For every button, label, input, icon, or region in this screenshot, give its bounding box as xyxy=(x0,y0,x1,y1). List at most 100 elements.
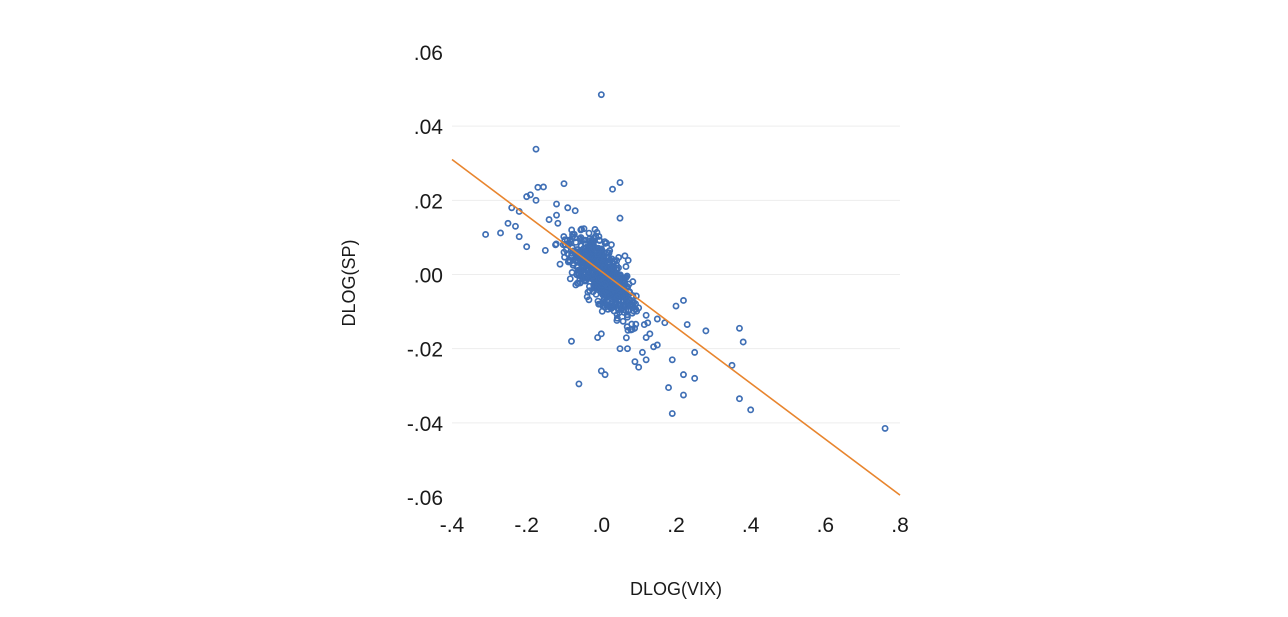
scatter-point xyxy=(736,324,743,332)
scatter-point xyxy=(614,279,622,287)
scatter-point xyxy=(588,237,596,245)
scatter-point xyxy=(623,282,631,290)
scatter-point xyxy=(541,246,549,254)
scatter-point xyxy=(653,315,661,323)
x-tick-label: .8 xyxy=(891,514,909,537)
scatter-point xyxy=(621,252,629,260)
scatter-point xyxy=(599,291,607,299)
scatter-point xyxy=(622,263,630,271)
scatter-point xyxy=(599,264,607,272)
scatter-point xyxy=(605,253,612,261)
scatter-point xyxy=(556,260,564,268)
y-tick-label: .06 xyxy=(414,42,443,65)
scatter-point xyxy=(594,297,602,305)
scatter-point xyxy=(640,321,648,329)
x-axis-title: DLOG(VIX) xyxy=(630,579,722,599)
y-tick-labels: -.06 -.04 -.02 .00 .02 .04 .06 xyxy=(407,42,444,510)
scatter-point xyxy=(580,225,588,233)
scatter-point xyxy=(566,275,574,283)
scatter-point xyxy=(504,219,512,227)
scatter-point xyxy=(602,239,610,247)
grid-lines xyxy=(452,125,900,424)
scatter-point xyxy=(561,236,569,244)
scatter-point xyxy=(680,297,687,304)
scatter-point xyxy=(691,348,699,356)
scatter-point xyxy=(623,294,631,302)
x-tick-label: -.2 xyxy=(514,514,539,537)
scatter-point xyxy=(728,361,736,369)
scatter-point xyxy=(597,91,605,99)
scatter-point xyxy=(603,264,611,272)
scatter-point xyxy=(616,179,624,186)
scatter-point xyxy=(568,337,575,345)
scatter-point xyxy=(523,193,531,201)
scatter-point xyxy=(563,236,571,244)
scatter-point xyxy=(588,245,596,253)
x-tick-label: .0 xyxy=(593,514,611,537)
scatter-point xyxy=(625,288,633,296)
x-tick-label: .6 xyxy=(817,514,835,537)
scatter-point xyxy=(609,294,617,302)
scatter-point xyxy=(482,230,490,238)
scatter-point xyxy=(615,254,623,261)
scatter-point xyxy=(631,358,639,366)
scatter-point xyxy=(610,265,618,272)
scatter-point xyxy=(622,334,630,342)
scatter-point xyxy=(616,214,624,222)
scatter-point xyxy=(578,236,585,244)
scatter-point xyxy=(881,424,889,432)
scatter-point xyxy=(683,321,691,329)
scatter-point xyxy=(642,356,650,364)
scatter-point xyxy=(540,183,547,191)
scatter-point xyxy=(680,391,687,399)
scatter-point xyxy=(650,343,658,351)
scatter-point xyxy=(668,356,676,364)
scatter-point xyxy=(633,307,641,315)
scatter-point xyxy=(586,287,594,295)
scatter-point xyxy=(512,222,519,230)
scatter-point xyxy=(691,374,699,382)
scatter-point xyxy=(497,229,504,237)
scatter-point xyxy=(624,345,631,353)
scatter-point xyxy=(532,145,540,153)
scatter-point xyxy=(627,302,635,310)
y-tick-label: .00 xyxy=(414,265,443,288)
scatter-point xyxy=(668,410,676,418)
scatter-point xyxy=(523,243,531,251)
x-tick-label: .2 xyxy=(667,514,685,537)
scatter-point xyxy=(614,305,622,313)
scatter-point xyxy=(595,300,603,308)
scatter-point xyxy=(597,330,605,338)
scatter-point xyxy=(590,237,598,245)
scatter-point xyxy=(560,233,568,241)
x-tick-labels: -.4 -.2 .0 .2 .4 .6 .8 xyxy=(440,514,909,537)
scatter-point xyxy=(576,266,584,274)
scatter-point xyxy=(601,371,609,379)
scatter-point xyxy=(586,252,594,260)
scatter-point xyxy=(613,317,621,324)
scatter-point xyxy=(585,229,593,237)
scatter-point xyxy=(642,334,650,341)
scatter-point xyxy=(680,371,687,379)
scatter-point xyxy=(616,345,624,353)
scatter-point xyxy=(624,256,632,264)
scatter-point xyxy=(583,293,591,301)
scatter-point xyxy=(560,180,568,188)
scatter-point xyxy=(515,233,523,241)
scatter-point xyxy=(602,276,610,284)
scatter-point xyxy=(702,327,710,335)
scatter-point xyxy=(635,363,643,371)
y-tick-label: -.02 xyxy=(407,339,443,362)
scatter-point xyxy=(672,302,680,310)
scatter-point xyxy=(736,395,743,403)
scatter-point xyxy=(646,330,654,338)
x-tick-label: .4 xyxy=(742,514,760,537)
scatter-point xyxy=(597,367,605,375)
scatter-point xyxy=(596,236,603,244)
scatter-point xyxy=(552,240,560,248)
scatter-point xyxy=(605,249,613,257)
scatter-point xyxy=(615,276,623,284)
scatter-point xyxy=(545,216,553,224)
y-tick-label: .02 xyxy=(414,190,443,213)
y-tick-label: -.04 xyxy=(407,413,444,436)
